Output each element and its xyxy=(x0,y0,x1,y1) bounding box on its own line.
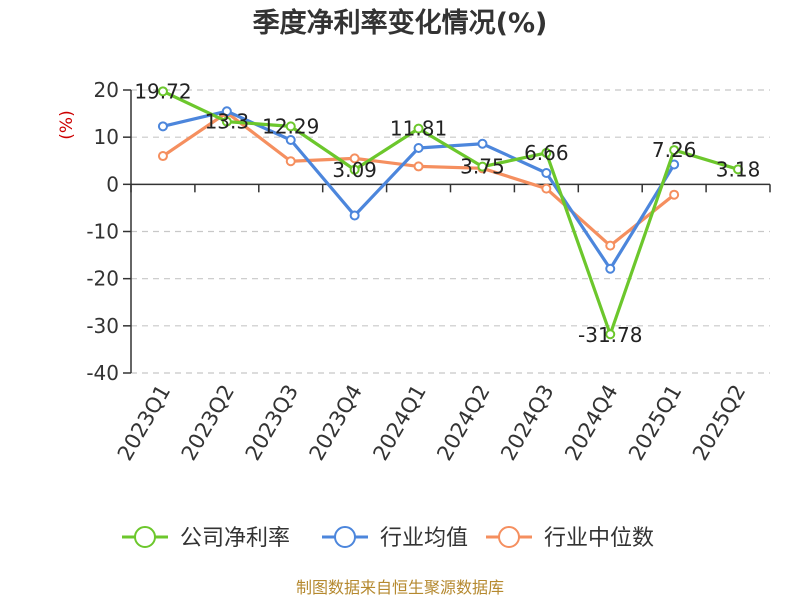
data-label: 12.29 xyxy=(262,114,319,138)
series-point xyxy=(541,147,552,158)
y-axis-ticks: 20 10 0 -10 -20 -30 -40 xyxy=(86,78,132,385)
series-point xyxy=(221,116,232,127)
data-label: 13.3 xyxy=(205,110,250,134)
data-label: 6.66 xyxy=(524,141,569,165)
data-label: 11.81 xyxy=(390,117,447,141)
series-point xyxy=(605,329,616,340)
data-label: 7.26 xyxy=(652,138,697,162)
x-tick-label: 2024Q2 xyxy=(432,381,494,465)
y-tick-label: -10 xyxy=(86,220,119,244)
x-tick-label: 2023Q4 xyxy=(305,381,367,465)
series-point xyxy=(413,143,424,154)
gridlines xyxy=(131,89,770,374)
series-point xyxy=(349,164,360,175)
x-tick-label: 2023Q1 xyxy=(113,381,175,465)
series-point xyxy=(221,106,232,117)
series-point xyxy=(285,156,296,167)
data-label: -31.78 xyxy=(578,323,642,347)
legend-label: 行业均值 xyxy=(380,526,468,551)
series-point xyxy=(349,153,360,164)
legend-marker xyxy=(134,526,156,548)
x-tick-label: 2025Q2 xyxy=(688,381,750,465)
series-point xyxy=(477,161,488,172)
y-tick-label: 10 xyxy=(94,125,119,149)
series-point xyxy=(349,210,360,221)
y-tick-label: 20 xyxy=(94,78,119,102)
series-point xyxy=(541,168,552,179)
x-tick-label: 2024Q4 xyxy=(560,381,622,465)
data-label: 19.72 xyxy=(134,79,191,103)
series-point xyxy=(733,164,744,175)
series-point xyxy=(477,138,488,149)
y-tick-label: -40 xyxy=(86,361,119,385)
x-tick-label: 2025Q1 xyxy=(624,381,686,465)
legend-label: 公司净利率 xyxy=(180,526,290,551)
y-tick-label: -30 xyxy=(86,314,119,338)
data-label: 3.09 xyxy=(332,158,377,182)
series-point xyxy=(669,189,680,200)
y-tick-label: -20 xyxy=(86,267,119,291)
series-point xyxy=(541,183,552,194)
x-axis: 2023Q1 2023Q2 2023Q3 2023Q4 2024Q1 2024Q2 2024… xyxy=(113,183,771,465)
legend-marker xyxy=(498,526,520,548)
footer-source: 制图数据来自恒生聚源数据库 xyxy=(296,578,504,597)
data-label: 3.18 xyxy=(716,157,761,181)
series-point xyxy=(413,161,424,172)
y-axis-unit: (%) xyxy=(57,110,77,139)
series-lines xyxy=(157,86,744,340)
x-tick-label: 2023Q2 xyxy=(177,381,239,465)
legend-label: 行业中位数 xyxy=(544,526,654,551)
series-point xyxy=(157,151,168,162)
series-point xyxy=(285,134,296,145)
series-point xyxy=(157,121,168,132)
x-tick-label: 2024Q1 xyxy=(368,381,430,465)
series-point xyxy=(669,145,680,156)
x-tick-label: 2023Q3 xyxy=(241,381,303,465)
series-point xyxy=(605,240,616,251)
legend-marker xyxy=(334,526,356,548)
y-tick-label: 0 xyxy=(106,172,119,196)
series-point xyxy=(413,123,424,134)
series-point xyxy=(157,86,168,97)
data-label: 3.75 xyxy=(460,155,505,179)
series-point xyxy=(285,121,296,132)
series-point xyxy=(605,263,616,274)
x-tick-label: 2024Q3 xyxy=(496,381,558,465)
data-labels: 19.72 13.3 12.29 3.09 11.81 3.75 6.66 -31.78 7.2… xyxy=(134,79,760,347)
chart-title: 季度净利率变化情况(%) xyxy=(253,7,548,39)
series-line xyxy=(162,89,739,336)
legend: 公司净利率 行业均值 行业中位数 xyxy=(122,526,654,551)
